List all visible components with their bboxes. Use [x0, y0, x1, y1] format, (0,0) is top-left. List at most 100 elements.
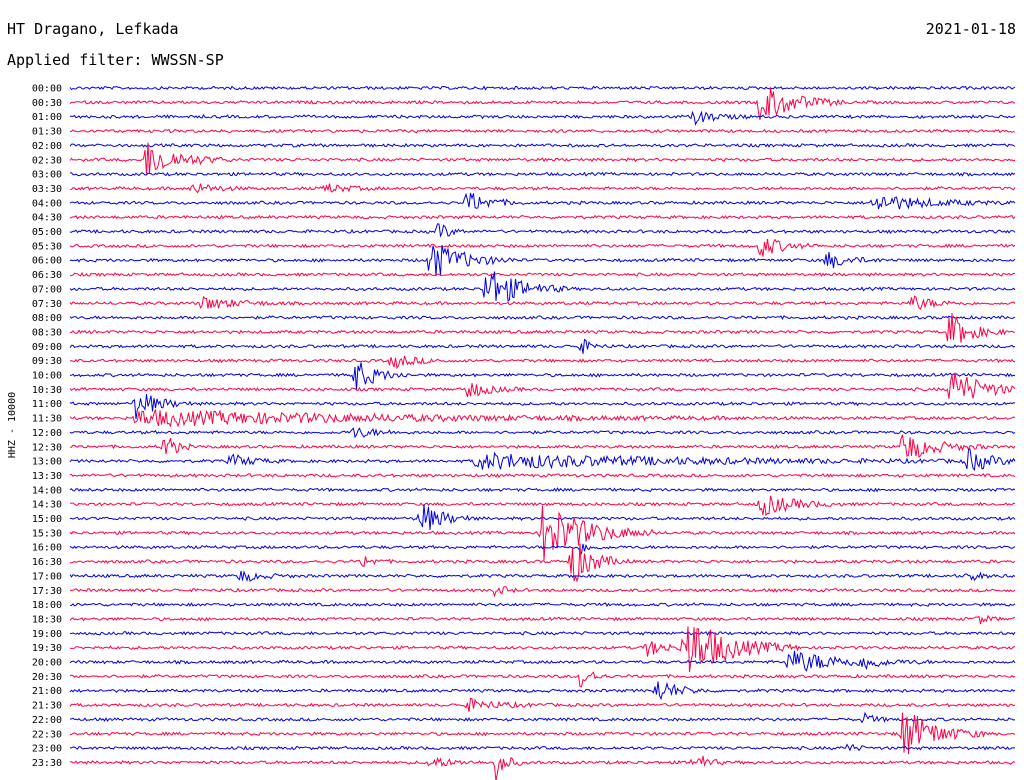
time-tick-label: 00:00	[32, 84, 62, 95]
trace-0330	[69, 183, 1016, 194]
trace-1930	[69, 626, 1016, 673]
trace-1330	[69, 473, 1016, 479]
trace-2000	[69, 650, 1016, 672]
time-tick-label: 16:30	[32, 557, 62, 568]
time-tick-label: 22:00	[32, 715, 62, 726]
time-tick-label: 16:00	[32, 543, 62, 554]
trace-1600	[69, 543, 1016, 555]
time-tick-label: 10:30	[32, 385, 62, 396]
date-label: 2021-01-18	[925, 20, 1016, 38]
station-title: HT Dragano, Lefkada	[7, 20, 179, 38]
trace-1030	[69, 372, 1016, 399]
time-tick-label: 20:00	[32, 658, 62, 669]
time-tick-label: 23:30	[32, 758, 62, 769]
time-tick-label: 18:30	[32, 614, 62, 625]
filter-label: Applied filter: WWSSN-SP	[7, 51, 224, 69]
time-tick-label: 06:00	[32, 256, 62, 267]
time-tick-label: 04:30	[32, 213, 62, 224]
time-tick-label: 00:30	[32, 98, 62, 109]
time-tick-label: 01:00	[32, 112, 62, 123]
time-tick-label: 08:00	[32, 313, 62, 324]
time-tick-label: 21:00	[32, 686, 62, 697]
trace-1700	[69, 570, 1016, 583]
time-tick-label: 05:00	[32, 227, 62, 238]
trace-0930	[69, 355, 1016, 370]
time-tick-label: 23:00	[32, 744, 62, 755]
trace-1900	[69, 630, 1016, 636]
trace-0730	[69, 295, 1016, 310]
trace-2100	[69, 681, 1016, 701]
time-tick-label: 13:30	[32, 471, 62, 482]
time-tick-label: 06:30	[32, 270, 62, 281]
time-tick-label: 02:00	[32, 141, 62, 152]
time-tick-label: 15:30	[32, 528, 62, 539]
time-tick-label: 14:00	[32, 485, 62, 496]
trace-0430	[69, 214, 1016, 220]
trace-0700	[69, 271, 1016, 302]
time-tick-label: 12:00	[32, 428, 62, 439]
time-tick-label: 19:30	[32, 643, 62, 654]
trace-0400	[69, 192, 1016, 210]
trace-0100	[70, 110, 1016, 126]
trace-2130	[69, 697, 1016, 712]
time-tick-label: 21:30	[32, 701, 62, 712]
time-tick-label: 10:00	[32, 371, 62, 382]
time-tick-label: 17:30	[32, 586, 62, 597]
trace-0300	[69, 171, 1016, 177]
trace-1830	[69, 614, 1016, 625]
trace-1730	[70, 586, 1016, 598]
time-tick-label: 17:00	[32, 571, 62, 582]
trace-1430	[69, 495, 1016, 517]
trace-0530	[69, 238, 1016, 257]
trace-0000	[69, 85, 1016, 91]
time-tick-label: 09:30	[32, 356, 62, 367]
time-tick-label: 07:30	[32, 299, 62, 310]
trace-0130	[69, 128, 1016, 134]
trace-0200	[69, 142, 1016, 148]
trace-2230	[69, 712, 1016, 755]
trace-2200	[69, 711, 1016, 724]
time-tick-label: 22:30	[32, 729, 62, 740]
time-tick-label: 19:00	[32, 629, 62, 640]
time-tick-label: 05:30	[32, 241, 62, 252]
trace-1230	[69, 434, 1016, 459]
trace-1630	[69, 543, 1016, 583]
trace-1130	[69, 409, 1016, 428]
trace-1800	[69, 601, 1016, 608]
trace-0030	[69, 87, 1016, 121]
time-tick-label: 08:30	[32, 327, 62, 338]
time-tick-label: 15:00	[32, 514, 62, 525]
trace-1530	[69, 505, 1016, 561]
time-tick-label: 03:00	[32, 170, 62, 181]
trace-0230	[69, 142, 1016, 176]
time-tick-label: 12:30	[32, 442, 62, 453]
trace-2300	[70, 743, 1016, 752]
time-tick-label: 11:00	[32, 399, 62, 410]
time-tick-label: 13:00	[32, 457, 62, 468]
time-tick-labels: 00:00 00:30 01:00 01:30 02:00 02:30 03:00 03:30…	[32, 84, 62, 769]
trace-1300	[69, 448, 1016, 472]
time-tick-label: 18:00	[32, 600, 62, 611]
time-tick-label: 20:30	[32, 672, 62, 683]
time-tick-label: 01:30	[32, 127, 62, 138]
time-tick-label: 09:00	[32, 342, 62, 353]
time-tick-label: 04:00	[32, 198, 62, 209]
trace-0900	[69, 338, 1016, 354]
trace-1400	[69, 487, 1016, 493]
trace-0600	[69, 244, 1016, 277]
time-tick-label: 03:30	[32, 184, 62, 195]
trace-0630	[70, 272, 1016, 278]
trace-1200	[69, 427, 1016, 439]
time-tick-label: 02:30	[32, 155, 62, 166]
time-tick-label: 11:30	[32, 414, 62, 425]
time-tick-label: 07:00	[32, 284, 62, 295]
trace-1000	[69, 362, 1016, 391]
time-tick-label: 14:30	[32, 500, 62, 511]
trace-0500	[69, 223, 1016, 238]
trace-0800	[69, 315, 1016, 321]
channel-axis-label: HHZ - 10000	[7, 392, 18, 458]
trace-2030	[69, 671, 1016, 688]
trace-0830	[69, 312, 1016, 343]
trace-1100	[69, 394, 1016, 420]
